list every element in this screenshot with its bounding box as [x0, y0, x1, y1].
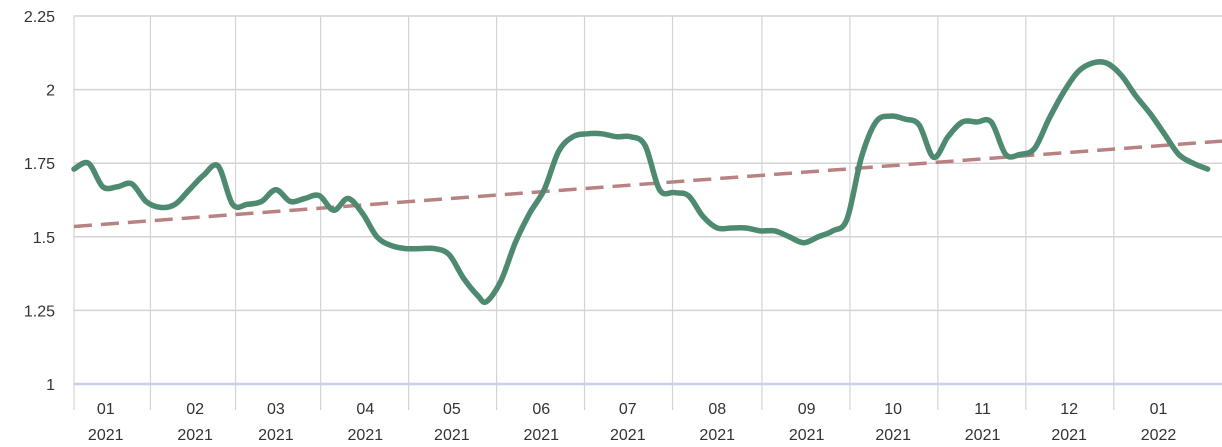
y-tick-label: 1.5 — [33, 230, 55, 247]
x-tick-year: 2021 — [1051, 427, 1087, 444]
x-tick-year: 2021 — [965, 427, 1001, 444]
x-tick-year: 2021 — [699, 427, 735, 444]
x-tick-month: 09 — [798, 401, 816, 418]
x-tick-month: 01 — [1150, 401, 1168, 418]
x-tick-month: 03 — [267, 401, 285, 418]
series-line — [71, 59, 1211, 305]
x-tick-year: 2021 — [875, 427, 911, 444]
y-tick-label: 1.75 — [24, 156, 55, 173]
x-tick-year: 2022 — [1141, 427, 1177, 444]
x-tick-year: 2021 — [348, 427, 384, 444]
x-tick-year: 2021 — [258, 427, 294, 444]
x-tick-year: 2021 — [177, 427, 213, 444]
x-tick-month: 01 — [97, 401, 115, 418]
y-tick-label: 2.25 — [24, 9, 55, 26]
x-tick-month: 10 — [884, 401, 902, 418]
y-tick-label: 2 — [46, 83, 55, 100]
x-tick-month: 05 — [443, 401, 461, 418]
x-tick-year: 2021 — [610, 427, 646, 444]
series-layer — [71, 59, 1222, 305]
y-axis-tick-labels: 1 1.25 1.5 1.75 2 2.25 — [24, 9, 55, 394]
y-tick-label: 1 — [46, 377, 55, 394]
trend-line — [73, 139, 1222, 229]
x-axis-tick-labels: 01 2021 02 2021 03 2021 04 2021 05 2021 06 2021 07 20… — [88, 401, 1177, 444]
x-tick-month: 02 — [186, 401, 204, 418]
x-tick-month: 12 — [1060, 401, 1078, 418]
horizontal-gridlines — [74, 15, 1222, 312]
x-tick-year: 2021 — [523, 427, 559, 444]
x-tick-month: 11 — [974, 401, 991, 418]
x-tick-year: 2021 — [88, 427, 124, 444]
x-tick-month: 04 — [356, 401, 374, 418]
x-tick-year: 2021 — [789, 427, 825, 444]
x-tick-month: 06 — [532, 401, 550, 418]
vertical-gridlines — [73, 16, 1115, 410]
x-tick-month: 07 — [619, 401, 637, 418]
y-tick-label: 1.25 — [24, 303, 55, 320]
x-tick-year: 2021 — [434, 427, 470, 444]
x-tick-month: 08 — [708, 401, 726, 418]
